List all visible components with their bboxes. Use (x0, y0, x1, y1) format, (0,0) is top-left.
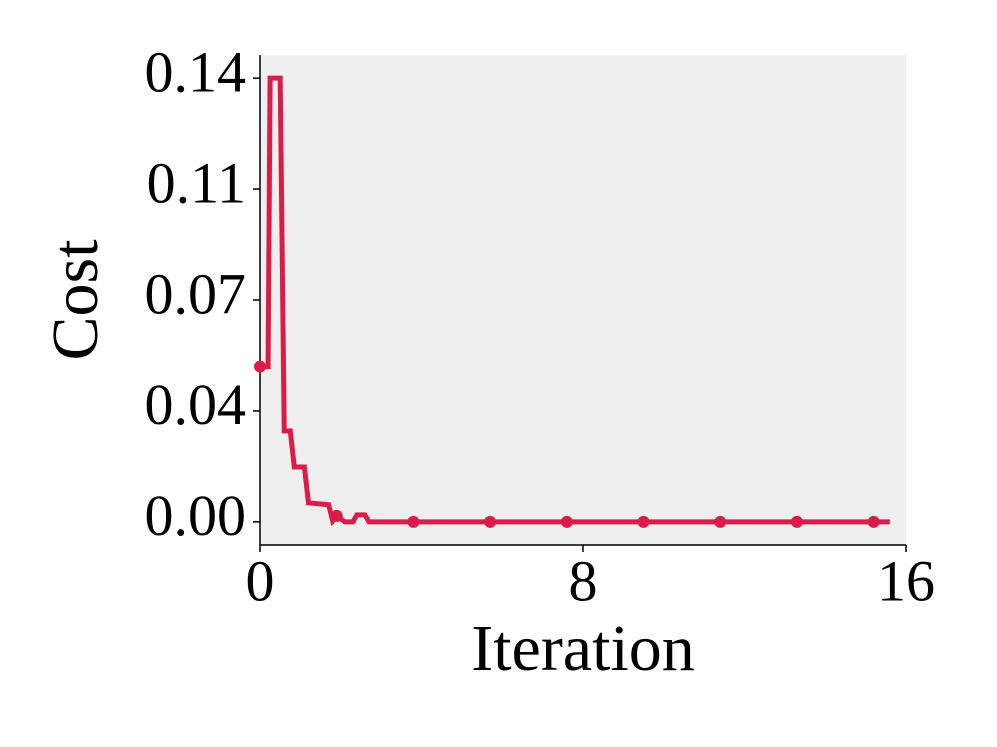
x-tick-label: 8 (569, 548, 598, 613)
y-tick-label: 0.11 (147, 150, 246, 215)
x-tick-label: 0 (246, 548, 275, 613)
marker (637, 515, 650, 528)
marker (560, 515, 573, 528)
marker (484, 515, 497, 528)
marker (407, 515, 420, 528)
y-tick-label: 0.04 (145, 372, 247, 437)
y-tick-label: 0.14 (145, 39, 247, 104)
marker (867, 515, 880, 528)
y-axis-label: Cost (39, 239, 112, 360)
y-tick-label: 0.00 (145, 483, 247, 548)
x-axis-label: Iteration (471, 612, 695, 685)
plot-background (260, 55, 906, 545)
y-tick-label: 0.07 (145, 261, 247, 326)
marker (714, 515, 727, 528)
marker (254, 360, 266, 373)
marker (330, 509, 343, 522)
marker (790, 515, 803, 528)
x-tick-label: 16 (877, 548, 935, 613)
